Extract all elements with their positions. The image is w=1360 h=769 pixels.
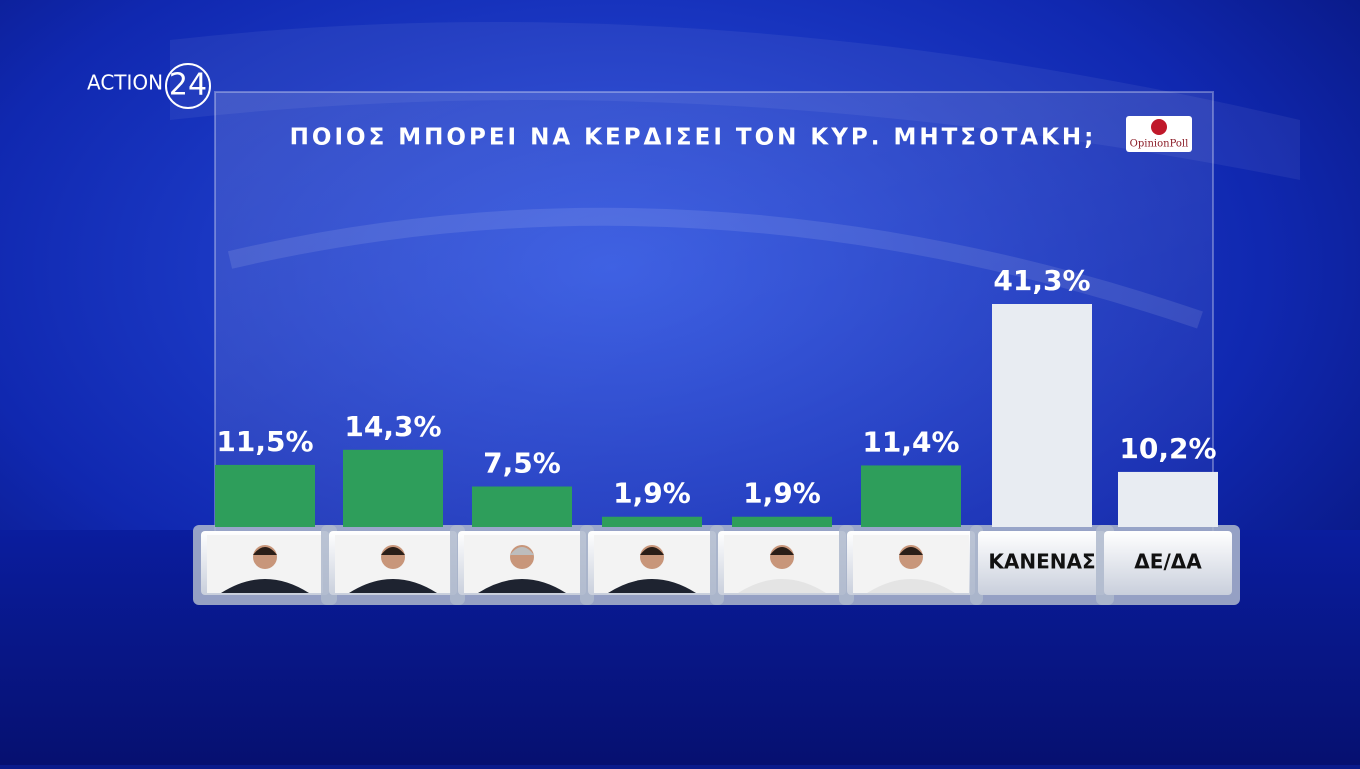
- bar: [992, 304, 1092, 527]
- category-label: ΔΕ/ΔΑ: [1134, 550, 1202, 574]
- photo-body: [867, 579, 955, 593]
- value-label: 7,5%: [483, 447, 561, 480]
- photo-hair: [899, 547, 923, 555]
- photo-body: [221, 579, 309, 593]
- value-label: 41,3%: [993, 264, 1090, 297]
- bar: [861, 465, 961, 527]
- bar: [732, 516, 832, 527]
- bar: [602, 516, 702, 527]
- bar: [472, 486, 572, 527]
- value-label: 11,4%: [862, 425, 959, 458]
- value-label: 10,2%: [1119, 432, 1216, 465]
- photo-body: [738, 579, 826, 593]
- channel-number: 24: [169, 68, 207, 103]
- value-label: 14,3%: [344, 410, 441, 443]
- value-label: 1,9%: [613, 477, 691, 510]
- label-card-face: [1104, 531, 1232, 595]
- channel-logo: ACTION: [87, 71, 163, 95]
- bar: [1118, 471, 1218, 527]
- photo-hair: [510, 547, 534, 555]
- photo-hair: [381, 547, 405, 555]
- photo-body: [478, 579, 566, 593]
- logo-ring: [165, 63, 211, 109]
- photo-hair: [640, 547, 664, 555]
- value-label: 1,9%: [743, 477, 821, 510]
- photo-body: [608, 579, 696, 593]
- photo-body: [349, 579, 437, 593]
- label-card-face: [978, 531, 1106, 595]
- category-label: ΚΑΝΕΝΑΣ: [988, 550, 1095, 574]
- bar: [343, 449, 443, 527]
- photo-hair: [253, 547, 277, 555]
- pollster-logo: OpinionPoll: [1130, 139, 1189, 150]
- chart-title: ΠΟΙΟΣ ΜΠΟΡΕΙ ΝΑ ΚΕΡΔΙΣΕΙ ΤΟΝ ΚΥΡ. ΜΗΤΣΟΤ…: [290, 125, 1097, 151]
- pollster-logo-icon: [1151, 119, 1167, 135]
- value-label: 11,5%: [216, 425, 313, 458]
- bar: [215, 464, 315, 527]
- photo-hair: [770, 547, 794, 555]
